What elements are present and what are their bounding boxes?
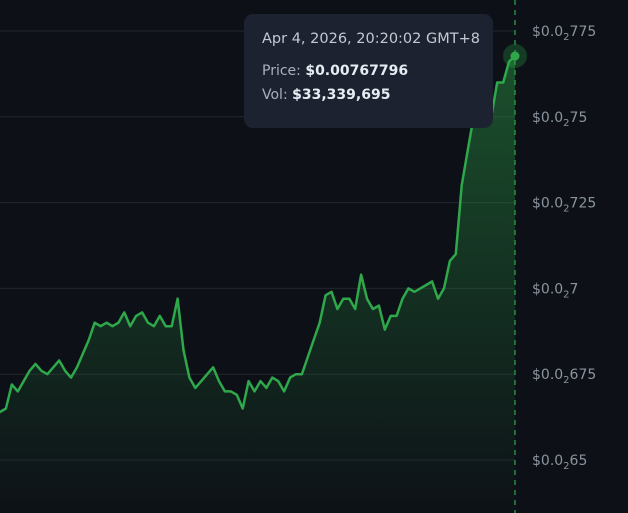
y-tick-label: $0.0275 xyxy=(532,110,587,129)
y-tick-label: $0.02675 xyxy=(532,367,596,386)
tooltip-vol-value: $33,339,695 xyxy=(292,87,391,103)
price-area xyxy=(0,56,515,513)
y-tick-label: $0.02725 xyxy=(532,196,596,215)
tooltip-price-value: $0.00767796 xyxy=(305,63,409,79)
tooltip-vol-row: Vol: $33,339,695 xyxy=(262,87,493,103)
y-tick-label: $0.0265 xyxy=(532,453,587,472)
y-tick-label: $0.027 xyxy=(532,281,578,300)
tooltip-vol-label: Vol: xyxy=(262,87,288,103)
tooltip-price-row: Price: $0.00767796 xyxy=(262,63,493,79)
price-tooltip: Apr 4, 2026, 20:20:02 GMT+8 Price: $0.00… xyxy=(244,14,493,128)
price-line xyxy=(0,54,517,414)
hover-marker[interactable] xyxy=(510,51,520,61)
tooltip-price-label: Price: xyxy=(262,63,301,79)
y-tick-label: $0.02775 xyxy=(532,24,596,43)
y-axis-ticks: $0.0265 $0.02675 $0.027 $0.02725 $0.0275 $0.0… xyxy=(532,24,596,472)
tooltip-date: Apr 4, 2026, 20:20:02 GMT+8 xyxy=(262,31,480,47)
